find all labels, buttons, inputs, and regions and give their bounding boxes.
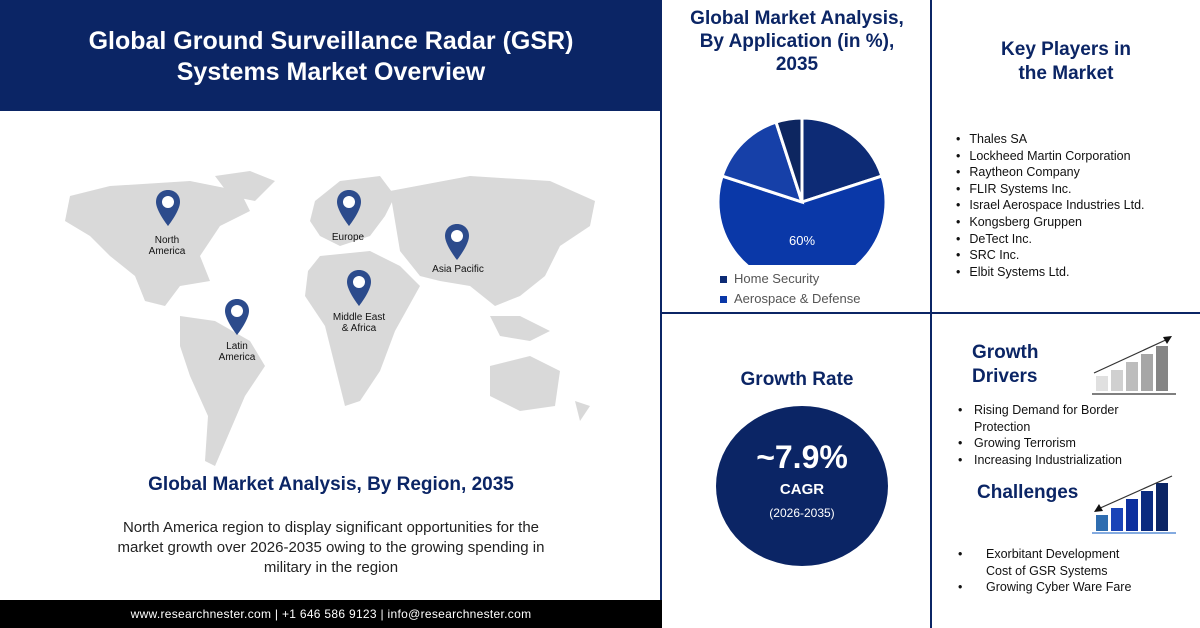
key-player-item: Elbit Systems Ltd. [956, 264, 1145, 281]
application-pie-chart: 60% [716, 116, 888, 265]
key-player-item: Raytheon Company [956, 164, 1145, 181]
map-pin-icon [346, 270, 372, 306]
challenge-item: • Exorbitant Development Cost of GSR Syst… [958, 546, 1178, 579]
challenges-bar-chart-icon [1092, 475, 1176, 534]
challenge-text: Exorbitant Development Cost of GSR Syste… [986, 547, 1120, 578]
application-title: Global Market Analysis, By Application (… [664, 7, 930, 76]
legend-item: Aerospace & Defense [720, 289, 860, 309]
growth-drivers-list: • Rising Demand for Border Protection • Gr… [958, 402, 1178, 468]
growth-drivers-title-line1: Growth [972, 342, 1039, 363]
region-panel: North America Europe Asia Pacific Middle… [0, 111, 662, 600]
application-title-line3: 2035 [775, 54, 819, 75]
key-players-title-line1: Key Players in [1001, 39, 1131, 60]
key-player-item: SRC Inc. [956, 247, 1145, 264]
growth-rate-title: Growth Rate [740, 369, 854, 390]
key-player-item: Israel Aerospace Industries Ltd. [956, 197, 1144, 214]
map-pin-icon [444, 224, 470, 260]
region-label-latin-america: Latin America [218, 341, 256, 363]
challenges-title: Challenges [977, 482, 1079, 503]
key-player-item: FLIR Systems Inc. [956, 181, 1145, 198]
key-players-title: Key Players in the Market [932, 38, 1200, 86]
growth-driver-item: • Growing Terrorism [958, 436, 1076, 450]
challenges-list: • Exorbitant Development Cost of GSR Syst… [958, 546, 1178, 596]
page-header: Global Ground Surveillance Radar (GSR) S… [0, 0, 662, 111]
header-title-line1: Global Ground Surveillance Radar (GSR) [88, 27, 574, 55]
region-section-title: Global Market Analysis, By Region, 2035 [148, 474, 514, 495]
key-player-item: Lockheed Martin Corporation [956, 148, 1145, 165]
growth-driver-item: • Increasing Industrialization [958, 452, 1122, 467]
map-pin-icon [224, 299, 250, 335]
region-label-middle-east-africa: Middle East & Africa [332, 312, 386, 334]
key-players-list: Thales SA Lockheed Martin Corporation Ra… [956, 131, 1145, 281]
cagr-value: ~7.9% [756, 439, 848, 475]
growth-driver-item: • Rising Demand for Border Protection [958, 402, 1178, 435]
footer-contact: www.researchnester.com | +1 646 586 9123… [0, 600, 662, 628]
pie-slice [774, 116, 804, 203]
cagr-period: (2026-2035) [769, 506, 835, 520]
map-pin-icon [155, 190, 181, 226]
growth-drivers-title: Growth Drivers [958, 341, 1058, 389]
key-players-title-line2: the Market [1018, 63, 1114, 84]
cagr-circle: ~7.9% CAGR (2026-2035) [716, 406, 888, 566]
key-player-item: Thales SA [956, 131, 1145, 148]
challenge-item: • Growing Cyber Ware Fare [958, 580, 1132, 594]
rising-bar-chart-icon [1092, 336, 1176, 395]
divider [662, 312, 1200, 314]
growth-driver-text: Increasing Industrialization [974, 452, 1122, 467]
region-description: North America region to display signific… [117, 519, 545, 576]
world-map [65, 171, 595, 466]
pie-slice [716, 174, 888, 265]
map-pin-icon [336, 190, 362, 226]
divider [930, 0, 932, 628]
application-title-line2: By Application (in %), [699, 31, 895, 52]
legend-item: Home Security [720, 269, 860, 289]
legend-label: Aerospace & Defense [734, 291, 861, 306]
legend-label: Home Security [734, 271, 820, 286]
cagr-label: CAGR [779, 481, 825, 498]
key-player-item: Kongsberg Gruppen [956, 214, 1145, 231]
region-label-north-america: North America [148, 235, 186, 257]
application-title-line1: Global Market Analysis, [690, 8, 904, 29]
region-label-asia-pacific: Asia Pacific [432, 264, 484, 275]
pie-data-label: 60% [789, 233, 815, 248]
growth-driver-text: Rising Demand for Border Protection [974, 403, 1119, 434]
challenge-text: Growing Cyber Ware Fare [986, 580, 1132, 594]
growth-drivers-title-line2: Drivers [972, 366, 1038, 387]
region-label-europe: Europe [331, 232, 365, 243]
pie-legend: Home Security Aerospace & Defense [720, 269, 860, 309]
growth-driver-text: Growing Terrorism [974, 436, 1076, 450]
header-title-line2: Systems Market Overview [176, 58, 486, 86]
key-player-item: DeTect Inc. [956, 231, 1145, 248]
